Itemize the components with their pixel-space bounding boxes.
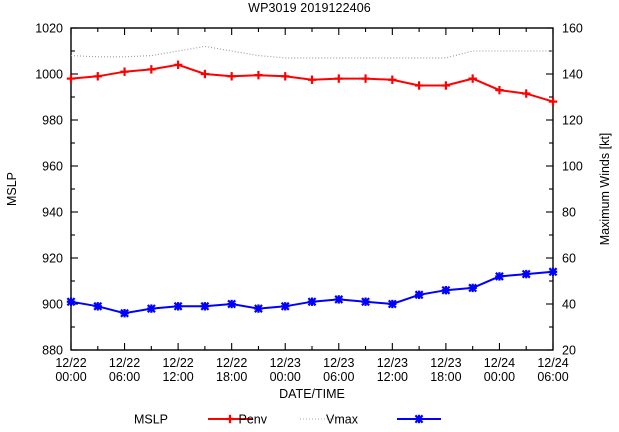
y-tick-label: 1020 <box>35 22 63 36</box>
y-tick-label: 940 <box>42 206 63 220</box>
data-point-vmax <box>146 304 156 313</box>
y-tick-label: 880 <box>42 344 63 358</box>
chart-title: WP3019 2019122406 <box>248 1 371 15</box>
x-tick-label-time: 06:00 <box>537 370 568 384</box>
x-tick-label-date: 12/22 <box>216 356 247 370</box>
x-tick-label-date: 12/23 <box>430 356 461 370</box>
y2-axis-title: Maximum Winds [kt] <box>598 133 612 246</box>
data-point-vmax <box>387 299 397 309</box>
data-point-vmax <box>521 269 531 279</box>
x-tick-label-time: 00:00 <box>55 370 86 384</box>
y-tick-label: 960 <box>42 160 63 174</box>
series-line-penv <box>70 45 553 59</box>
data-point-mslp <box>468 74 477 83</box>
y-tick-label: 980 <box>42 114 63 128</box>
data-point-vmax <box>66 297 76 307</box>
data-point-mslp <box>495 85 504 95</box>
x-tick-label-date: 12/22 <box>109 356 140 370</box>
y2-tick-label: 80 <box>562 206 576 220</box>
data-point-mslp <box>548 97 558 106</box>
data-point-vmax <box>548 267 558 277</box>
data-point-vmax <box>414 290 424 300</box>
data-point-mslp <box>147 65 156 74</box>
legend-marker-mslp <box>225 414 235 424</box>
data-point-mslp <box>441 81 451 90</box>
data-point-vmax <box>173 301 183 311</box>
legend-label-mslp: MSLP <box>134 413 168 427</box>
y2-tick-label: 140 <box>562 68 583 82</box>
x-tick-label-date: 12/24 <box>537 356 568 370</box>
x-tick-label-time: 00:00 <box>270 370 301 384</box>
y2-tick-label: 120 <box>562 114 583 128</box>
series-line-vmax <box>70 270 554 315</box>
data-point-mslp <box>200 69 210 79</box>
data-point-mslp <box>281 72 290 81</box>
data-point-vmax <box>307 297 317 307</box>
x-tick-label-date: 12/23 <box>270 356 301 370</box>
data-point-vmax <box>468 283 478 293</box>
data-point-mslp <box>227 72 236 81</box>
x-tick-label-time: 00:00 <box>484 370 515 384</box>
data-point-vmax <box>280 301 290 311</box>
x-tick-label-time: 18:00 <box>430 370 461 384</box>
y2-tick-label: 20 <box>562 344 576 358</box>
data-point-mslp <box>307 75 317 84</box>
x-tick-label-date: 12/23 <box>323 356 354 370</box>
y-axis-title: MSLP <box>5 172 19 206</box>
data-point-mslp <box>414 81 424 90</box>
data-point-mslp <box>120 67 129 76</box>
data-point-vmax <box>227 299 237 309</box>
y-tick-label: 920 <box>42 252 63 266</box>
legend-marker-vmax <box>414 414 424 424</box>
legend-label-vmax: Vmax <box>326 413 359 427</box>
x-tick-label-date: 12/24 <box>484 356 515 370</box>
y2-tick-label: 160 <box>562 22 583 36</box>
data-point-vmax <box>120 308 129 318</box>
data-point-mslp <box>173 60 183 69</box>
data-point-mslp <box>254 70 263 80</box>
data-point-mslp <box>388 75 397 84</box>
x-tick-label-time: 06:00 <box>323 370 354 384</box>
y-tick-label: 1000 <box>35 68 63 82</box>
x-tick-label-time: 12:00 <box>377 370 408 384</box>
y2-tick-label: 100 <box>562 160 583 174</box>
data-point-vmax <box>254 304 263 313</box>
x-tick-label-date: 12/22 <box>55 356 86 370</box>
data-point-vmax <box>361 297 370 307</box>
data-point-mslp <box>66 74 76 83</box>
x-tick-label-date: 12/23 <box>377 356 408 370</box>
data-point-vmax <box>200 301 210 311</box>
data-point-vmax <box>93 301 103 311</box>
data-point-mslp <box>522 89 531 98</box>
data-point-vmax <box>441 285 451 295</box>
y2-tick-label: 40 <box>562 298 576 312</box>
data-point-mslp <box>334 74 343 83</box>
x-tick-label-time: 06:00 <box>109 370 140 384</box>
data-point-mslp <box>361 74 370 83</box>
y-tick-label: 900 <box>42 298 63 312</box>
y2-tick-label: 60 <box>562 252 576 266</box>
x-tick-label-time: 12:00 <box>162 370 193 384</box>
data-point-vmax <box>334 295 344 304</box>
data-point-mslp <box>93 72 102 81</box>
x-tick-label-time: 18:00 <box>216 370 247 384</box>
legend-label-penv: Penv <box>239 413 268 427</box>
data-point-vmax <box>495 272 504 281</box>
x-tick-label-date: 12/22 <box>162 356 193 370</box>
x-axis-title: DATE/TIME <box>279 387 345 401</box>
